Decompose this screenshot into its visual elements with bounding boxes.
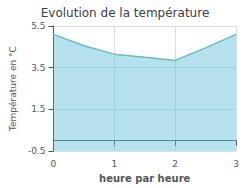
svg-text:0: 0 — [51, 159, 57, 169]
svg-text:Evolution de la température: Evolution de la température — [41, 6, 210, 20]
svg-text:3.5: 3.5 — [31, 63, 45, 73]
svg-text:1: 1 — [111, 159, 117, 169]
svg-text:Température en °C: Température en °C — [8, 46, 18, 132]
svg-text:5.5: 5.5 — [31, 21, 45, 31]
svg-text:2: 2 — [172, 159, 178, 169]
svg-text:1.5: 1.5 — [31, 104, 45, 114]
svg-text:3: 3 — [233, 159, 239, 169]
svg-text:heure par heure: heure par heure — [99, 173, 190, 184]
svg-text:-0.5: -0.5 — [28, 146, 46, 156]
